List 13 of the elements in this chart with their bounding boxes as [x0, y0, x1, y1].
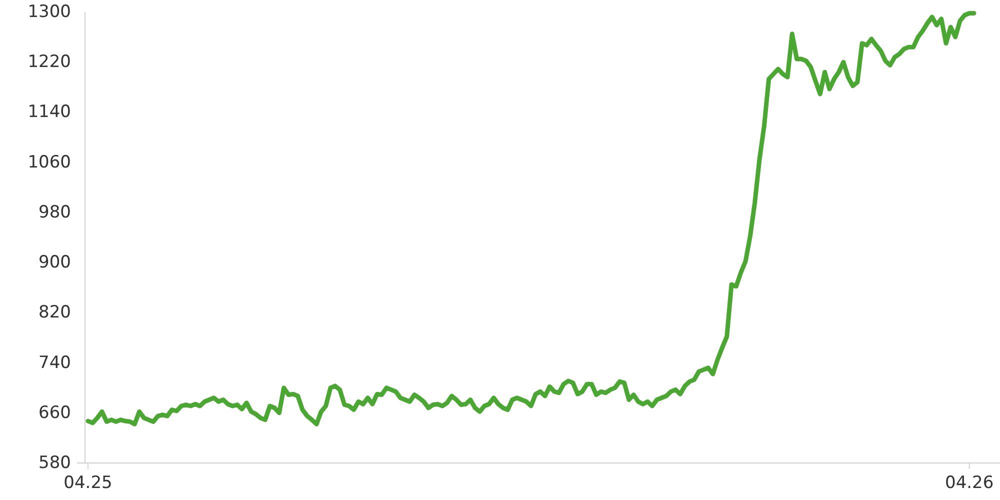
y-tick-label: 1140: [28, 102, 71, 122]
y-tick-label: 1060: [28, 152, 71, 172]
x-tick-label: 04.25: [64, 473, 112, 493]
y-tick-label: 1300: [28, 2, 71, 22]
y-tick-label: 660: [38, 402, 71, 423]
y-tick-label: 820: [38, 302, 71, 323]
y-tick-label: 1220: [28, 52, 71, 72]
y-tick-label: 740: [38, 352, 71, 373]
y-tick-label: 980: [38, 202, 71, 222]
y-tick-label: 900: [38, 252, 71, 273]
y-tick-label: 580: [38, 453, 71, 473]
x-tick-label: 04.26: [945, 473, 994, 493]
line-series: [86, 11, 976, 426]
